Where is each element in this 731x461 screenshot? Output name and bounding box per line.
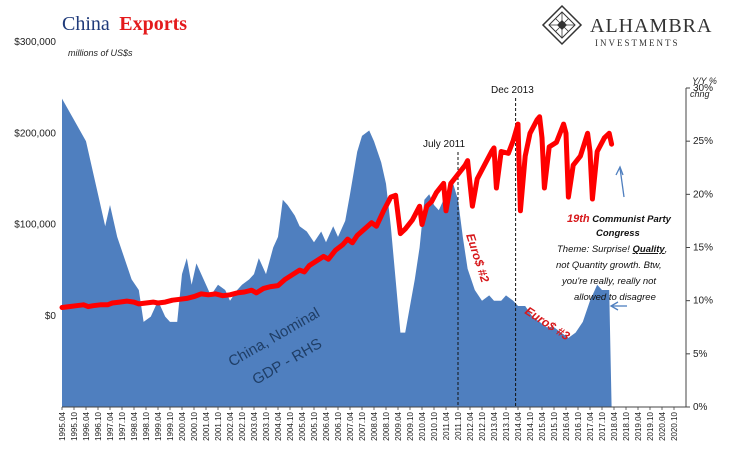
x-tick-label: 2012.04 (466, 411, 475, 440)
x-tick-label: 2010.04 (418, 411, 427, 440)
logo-sub: INVESTMENTS (595, 38, 680, 48)
x-tick-label: 1995.10 (70, 411, 79, 440)
x-tick-label: 2010.10 (430, 411, 439, 440)
exports-line-series (59, 114, 615, 310)
x-tick-label: 2014.04 (514, 411, 523, 440)
x-tick-label: 2014.10 (526, 411, 535, 440)
annotation-theme-line3: you're really, really not (561, 276, 656, 287)
annotation-congress-line2: Congress (596, 228, 640, 239)
x-tick-label: 2005.10 (310, 411, 319, 440)
x-tick-label: 1997.04 (106, 411, 115, 440)
right-axis-unit-2: chng (690, 89, 710, 99)
annotation-congress-rest: Communist Party (590, 214, 672, 225)
x-tick-label: 2020.10 (670, 411, 679, 440)
left-axis-unit: millions of US$s (68, 48, 133, 58)
x-tick-label: 2019.10 (646, 411, 655, 440)
x-tick-label: 2001.10 (214, 411, 223, 440)
x-axis-ticks: 1995.04 1995.10 1996.04 1996.10 1997.04 1997.… (58, 407, 679, 441)
x-tick-label: 1999.10 (166, 411, 175, 440)
x-tick-label: 2001.04 (202, 411, 211, 440)
arrow-theme (609, 301, 627, 311)
right-tick-label: 20% (693, 189, 713, 200)
arrow-congress (615, 165, 625, 198)
x-tick-label: 2009.04 (394, 411, 403, 440)
x-tick-label: 2017.04 (586, 411, 595, 440)
x-tick-label: 2013.10 (502, 411, 511, 440)
right-tick-label: 25% (693, 136, 713, 147)
plot-area (59, 88, 687, 408)
left-axis-ticks: $0 $100,000 $200,000 $300,000 (14, 37, 56, 322)
x-tick-label: 2008.10 (382, 411, 391, 440)
chart-title-part1: China (62, 13, 110, 35)
x-tick-label: 1998.10 (142, 411, 151, 440)
annotation-theme-line2: not Quantity growth. Btw, (556, 260, 662, 271)
x-tick-label: 1996.04 (82, 411, 91, 440)
right-axis-unit-1: Y/Y % (692, 76, 717, 86)
annotation-dec-2013: Dec 2013 (491, 85, 534, 96)
x-tick-label: 2005.04 (298, 411, 307, 440)
x-tick-label: 1998.04 (130, 411, 139, 440)
gdp-area-series (62, 98, 612, 407)
x-tick-label: 2004.10 (286, 411, 295, 440)
left-tick-label: $300,000 (14, 37, 56, 48)
left-tick-label: $0 (45, 311, 57, 322)
x-tick-label: 2004.04 (274, 411, 283, 440)
logo-name: ALHAMBRA (590, 15, 712, 37)
right-tick-label: 30% (693, 83, 713, 94)
x-tick-label: 1997.10 (118, 411, 127, 440)
x-tick-label: 2000.10 (190, 411, 199, 440)
x-tick-label: 2007.04 (346, 411, 355, 440)
x-tick-label: 2003.04 (250, 411, 259, 440)
annotation-congress-number: 19th (567, 213, 590, 225)
annotation-theme-line1: Theme: Surprise! Quality, (557, 244, 667, 255)
x-tick-label: 2011.04 (442, 411, 451, 440)
right-axis-ticks: 0% 5% 10% 15% 20% 25% 30% (686, 83, 713, 413)
x-tick-label: 2011.10 (454, 411, 463, 440)
left-tick-label: $200,000 (14, 128, 56, 139)
left-tick-label: $100,000 (14, 220, 56, 231)
annotation-theme-line4: allowed to disagree (574, 292, 656, 303)
chart-title-part2: Exports (119, 13, 187, 35)
annotation-theme-c: , (665, 244, 668, 255)
annotation-july-2011: July 2011 (423, 139, 466, 150)
annotation-theme-b: Quality (633, 244, 666, 255)
x-tick-label: 1999.04 (154, 411, 163, 440)
x-tick-label: 2016.04 (562, 411, 571, 440)
x-tick-label: 2016.10 (574, 411, 583, 440)
x-tick-label: 2012.10 (478, 411, 487, 440)
x-tick-label: 2006.04 (322, 411, 331, 440)
x-tick-label: 2008.04 (370, 411, 379, 440)
x-tick-label: 2020.04 (658, 411, 667, 440)
x-tick-label: 2009.10 (406, 411, 415, 440)
x-tick-label: 1996.10 (94, 411, 103, 440)
x-tick-label: 2015.10 (550, 411, 559, 440)
x-tick-label: 2007.10 (358, 411, 367, 440)
x-tick-label: 2003.10 (262, 411, 271, 440)
right-tick-label: 5% (693, 349, 708, 360)
x-tick-label: 2002.10 (238, 411, 247, 440)
x-tick-label: 2019.04 (634, 411, 643, 440)
right-tick-label: 15% (693, 243, 713, 254)
x-tick-label: 2015.04 (538, 411, 547, 440)
right-tick-label: 10% (693, 296, 713, 307)
event-lines (457, 98, 517, 407)
alhambra-logo: ALHAMBRA INVESTMENTS (541, 4, 712, 48)
annotation-congress-line1: 19th Communist Party (567, 213, 672, 225)
x-tick-label: 2000.04 (178, 411, 187, 440)
chart-title: China Exports (62, 13, 187, 35)
diamond-lattice-icon (541, 4, 583, 46)
right-tick-label: 0% (693, 402, 708, 413)
x-tick-label: 2017.10 (598, 411, 607, 440)
x-tick-label: 2018.04 (610, 411, 619, 440)
x-tick-label: 1995.04 (58, 411, 67, 440)
x-tick-label: 2006.10 (334, 411, 343, 440)
x-tick-label: 2018.10 (622, 411, 631, 440)
x-tick-label: 2013.04 (490, 411, 499, 440)
annotation-theme-a: Theme: Surprise! (557, 244, 633, 255)
x-tick-label: 2002.04 (226, 411, 235, 440)
